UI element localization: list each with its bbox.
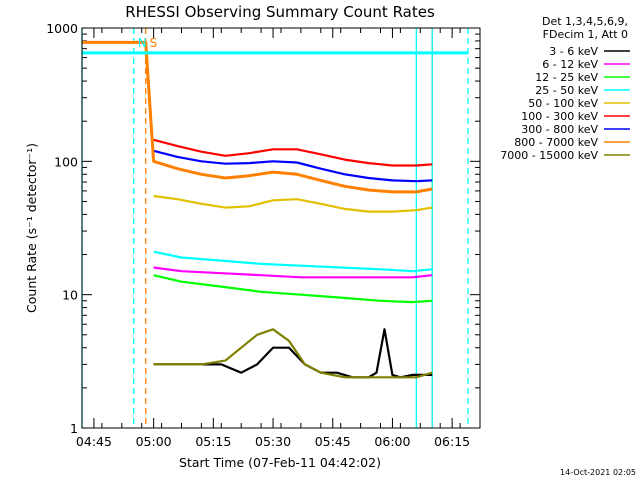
y-tick-label: 10: [62, 288, 78, 303]
plot-area: 1 10 100 1000 04:45 05:00 05:15 05:30 05:45 06:00…: [46, 21, 481, 449]
x-tick-label: 05:30: [255, 434, 291, 449]
series-line-2: [153, 274, 433, 304]
legend-label: 300 - 800 keV: [521, 123, 598, 136]
y-tick-label: 100: [54, 154, 78, 169]
legend-header-line-2: FDecim 1, Att 0: [543, 28, 628, 41]
legend-label: 800 - 7000 keV: [514, 136, 598, 149]
series-line-1: [153, 266, 433, 279]
y-tick-label: 1000: [46, 21, 78, 36]
series-line-6: [153, 149, 433, 183]
legend-label: 12 - 25 keV: [535, 71, 598, 84]
x-tick-label: 05:15: [195, 434, 231, 449]
x-tick-label: 04:45: [76, 434, 112, 449]
legend-label: 6 - 12 keV: [542, 58, 598, 71]
x-tick-label: 06:00: [374, 434, 410, 449]
footer-timestamp: 14-Oct-2021 02:05: [560, 468, 636, 477]
legend-label: 3 - 6 keV: [549, 45, 598, 58]
legend-header-line-1: Det 1,3,4,5,6,9,: [542, 15, 628, 28]
legend-label: 50 - 100 keV: [528, 97, 598, 110]
series-line-7: [82, 40, 433, 194]
series-line-4: [153, 194, 433, 213]
annotation-label: N: [138, 36, 147, 50]
series-line-3: [153, 250, 433, 273]
series-line-5: [153, 138, 433, 167]
plot-frame: [81, 27, 481, 429]
annotation-label: S: [150, 36, 158, 50]
legend-label: 7000 - 15000 keV: [500, 149, 598, 162]
x-tick-label: 05:45: [315, 434, 351, 449]
x-tick-label: 05:00: [136, 434, 172, 449]
legend-label: 100 - 300 keV: [521, 110, 598, 123]
x-tick-label: 06:15: [434, 434, 470, 449]
y-tick-label: 1: [70, 421, 78, 436]
series-line-8: [153, 328, 433, 379]
y-axis-label: Count Rate (s⁻¹ detector⁻¹): [24, 143, 39, 313]
chart-title: RHESSI Observing Summary Count Rates: [125, 3, 435, 21]
x-axis-label: Start Time (07-Feb-11 04:42:02): [179, 455, 381, 470]
legend-label: 25 - 50 keV: [535, 84, 598, 97]
